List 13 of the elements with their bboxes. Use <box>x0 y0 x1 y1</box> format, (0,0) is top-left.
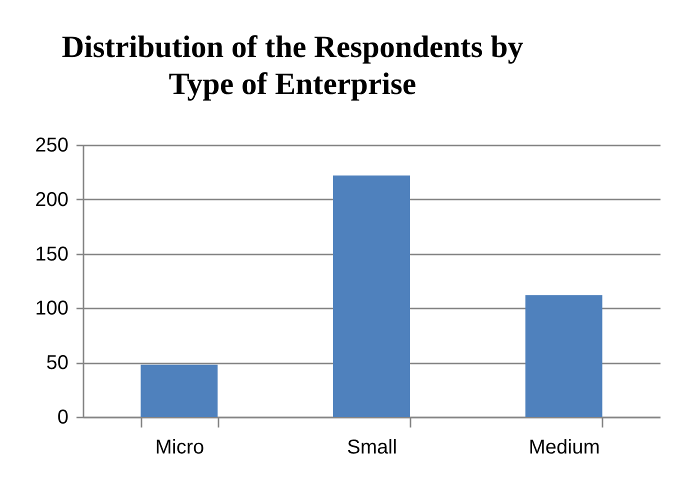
y-tick-label: 200 <box>35 188 68 211</box>
x-tick-label: Small <box>346 436 398 458</box>
y-tick-label: 250 <box>35 134 68 156</box>
x-tick-label: Micro <box>155 436 204 458</box>
chart-title: Distribution of the Respondents by Type of Enterprise <box>62 29 524 101</box>
y-tick-label: 50 <box>46 352 68 374</box>
x-tick-label: Medium <box>528 436 600 458</box>
y-tick-label: 100 <box>35 298 68 320</box>
y-tick-label: 0 <box>57 406 68 428</box>
bar <box>333 175 410 417</box>
bar <box>140 364 218 417</box>
y-tick-label: 150 <box>35 243 68 266</box>
bar <box>525 295 602 417</box>
